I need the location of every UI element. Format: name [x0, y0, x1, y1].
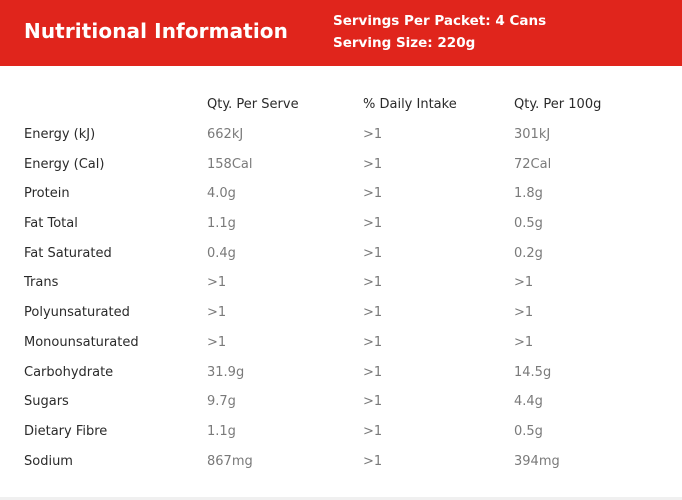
qty-per-100g: >1 — [514, 334, 534, 350]
nutrient-name: Carbohydrate — [24, 364, 114, 380]
qty-per-serve: 662kJ — [207, 127, 244, 142]
nutrient-name: Monounsaturated — [24, 334, 139, 350]
daily-intake: >1 — [363, 156, 383, 172]
qty-per-100g: 394mg — [514, 453, 560, 469]
servings-per-packet: Servings Per Packet: 4 Cans — [333, 13, 547, 29]
nutrient-name: Trans — [24, 275, 59, 291]
table-row: Dietary Fibre 1.1g >1 0.5g — [0, 417, 682, 447]
qty-per-serve: 0.4g — [207, 245, 236, 261]
table-row: Fat Saturated 0.4g >1 0.2g — [0, 239, 682, 269]
bottom-divider — [0, 497, 682, 500]
column-header-per-100g: Qty. Per 100g — [514, 97, 602, 112]
qty-per-100g: 4.4g — [514, 394, 543, 410]
daily-intake: >1 — [363, 364, 383, 380]
table-row: Energy (kJ) 662kJ >1 301kJ — [0, 120, 682, 150]
nutrition-table: Qty. Per Serve % Daily Intake Qty. Per 1… — [0, 90, 682, 476]
nutrient-name: Dietary Fibre — [24, 423, 108, 439]
serving-info: Servings Per Packet: 4 Cans Serving Size… — [333, 10, 546, 54]
daily-intake: >1 — [363, 186, 383, 202]
qty-per-100g: 14.5g — [514, 364, 552, 380]
serving-size: Serving Size: 220g — [333, 35, 476, 51]
qty-per-serve: >1 — [207, 305, 227, 321]
qty-per-100g: 0.5g — [514, 216, 543, 232]
column-header-daily-intake: % Daily Intake — [363, 97, 457, 112]
table-header-row: Qty. Per Serve % Daily Intake Qty. Per 1… — [0, 90, 682, 120]
table-body: Energy (kJ) 662kJ >1 301kJ Energy (Cal) 158Ca… — [0, 120, 682, 476]
table-row: Energy (Cal) 158Cal >1 72Cal — [0, 150, 682, 180]
nutrient-name: Fat Total — [24, 216, 78, 232]
qty-per-serve: >1 — [207, 275, 227, 291]
column-header-per-serve: Qty. Per Serve — [207, 97, 299, 112]
daily-intake: >1 — [363, 394, 383, 410]
nutrition-header: Nutritional Information Servings Per Pac… — [0, 0, 682, 66]
daily-intake: >1 — [363, 216, 383, 232]
qty-per-serve: 1.1g — [207, 423, 236, 439]
daily-intake: >1 — [363, 275, 383, 291]
qty-per-100g: 0.5g — [514, 423, 543, 439]
qty-per-serve: 867mg — [207, 453, 253, 469]
qty-per-serve: 1.1g — [207, 216, 236, 232]
daily-intake: >1 — [363, 453, 383, 469]
nutrient-name: Energy (kJ) — [24, 127, 96, 142]
daily-intake: >1 — [363, 127, 383, 142]
daily-intake: >1 — [363, 423, 383, 439]
qty-per-serve: 31.9g — [207, 364, 245, 380]
nutrient-name: Sodium — [24, 453, 73, 469]
nutrient-name: Polyunsaturated — [24, 305, 130, 321]
daily-intake: >1 — [363, 245, 383, 261]
daily-intake: >1 — [363, 334, 383, 350]
nutrient-name: Protein — [24, 186, 70, 202]
qty-per-100g: >1 — [514, 275, 534, 291]
table-row: Monounsaturated >1 >1 >1 — [0, 328, 682, 358]
table-row: Fat Total 1.1g >1 0.5g — [0, 209, 682, 239]
table-row: Carbohydrate 31.9g >1 14.5g — [0, 358, 682, 388]
nutrient-name: Fat Saturated — [24, 245, 112, 261]
header-title: Nutritional Information — [24, 19, 288, 43]
nutrient-name: Energy (Cal) — [24, 156, 105, 172]
qty-per-serve: 4.0g — [207, 186, 236, 202]
qty-per-100g: 72Cal — [514, 156, 552, 172]
table-row: Polyunsaturated >1 >1 >1 — [0, 298, 682, 328]
table-row: Trans >1 >1 >1 — [0, 268, 682, 298]
qty-per-100g: 1.8g — [514, 186, 543, 202]
qty-per-100g: 301kJ — [514, 127, 551, 142]
table-row: Protein 4.0g >1 1.8g — [0, 179, 682, 209]
qty-per-serve: 9.7g — [207, 394, 236, 410]
nutrient-name: Sugars — [24, 394, 69, 410]
table-row: Sugars 9.7g >1 4.4g — [0, 387, 682, 417]
qty-per-100g: >1 — [514, 305, 534, 321]
qty-per-serve: >1 — [207, 334, 227, 350]
table-row: Sodium 867mg >1 394mg — [0, 447, 682, 477]
qty-per-serve: 158Cal — [207, 156, 253, 172]
qty-per-100g: 0.2g — [514, 245, 543, 261]
daily-intake: >1 — [363, 305, 383, 321]
